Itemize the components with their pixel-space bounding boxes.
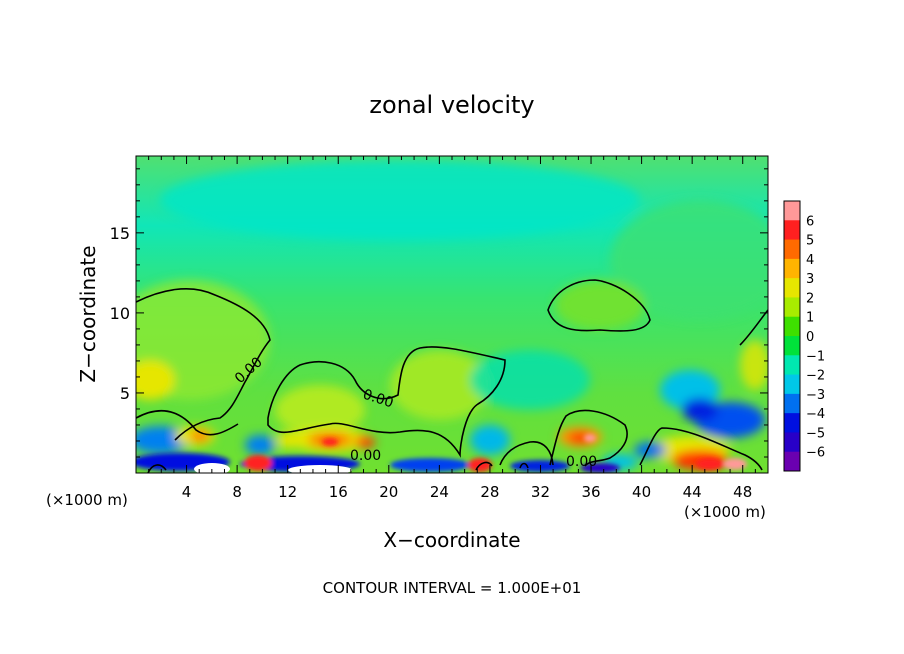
x-tick-label: 48	[733, 483, 752, 501]
colorbar-label: −2	[806, 369, 825, 384]
colorbar-swatch	[784, 374, 800, 395]
colorbar-swatch	[784, 451, 800, 472]
colorbar: 6 5 4 3 2 1 0 −1 −2 −3 −4 −5 −6	[783, 200, 825, 472]
colorbar-label: 2	[806, 291, 814, 306]
colorbar-label: −5	[806, 426, 825, 441]
colorbar-swatch	[784, 316, 800, 337]
colorbar-label: 0	[806, 330, 814, 345]
colorbar-label: −1	[806, 349, 825, 364]
colorbar-swatch	[784, 432, 800, 453]
colorbar-swatch	[784, 220, 800, 241]
x-axis: 4 8 12 16 20 24 28 32 36 40 44 48	[148, 156, 756, 501]
colorbar-frame	[783, 200, 801, 472]
colorbar-label: −6	[806, 446, 825, 461]
x-tick-label: 40	[632, 483, 651, 501]
colorbar-label: 6	[806, 214, 814, 229]
x-tick-label: 32	[531, 483, 550, 501]
x-tick-label: 28	[480, 483, 499, 501]
contour-label: 0.00	[566, 454, 597, 470]
velocity-field: 0.00 0.00 0.00 0.00	[136, 156, 768, 473]
contour-interval-note: CONTOUR INTERVAL = 1.000E+01	[323, 579, 582, 597]
x-tick-label: 8	[232, 483, 242, 501]
colorbar-swatch	[784, 201, 800, 221]
colorbar-swatch	[784, 278, 800, 298]
colorbar-label: 4	[806, 253, 814, 268]
colorbar-swatch	[784, 297, 800, 318]
y-tick-label: 15	[110, 224, 130, 243]
x-tick-label: 16	[329, 483, 348, 501]
x-tick-label: 44	[683, 483, 702, 501]
colorbar-label: 5	[806, 234, 814, 249]
colorbar-swatch	[784, 413, 800, 433]
colorbar-label: 3	[806, 272, 814, 287]
contour-label: 0.00	[350, 448, 381, 464]
x-tick-label: 24	[430, 483, 449, 501]
chart-title: zonal velocity	[369, 91, 534, 119]
x-tick-label: 4	[182, 483, 192, 501]
x-unit-left: (×1000 m)	[46, 491, 128, 509]
colorbar-swatch	[784, 393, 800, 414]
y-tick-label: 5	[120, 384, 130, 403]
y-tick-label: 10	[110, 304, 130, 323]
x-tick-label: 20	[379, 483, 398, 501]
x-tick-label: 12	[278, 483, 297, 501]
x-unit-right: (×1000 m)	[684, 503, 766, 521]
y-axis: 5 10 15	[110, 168, 768, 458]
colorbar-swatch	[784, 336, 800, 356]
y-axis-label: Z−coordinate	[76, 245, 100, 382]
colorbar-swatch	[784, 355, 800, 376]
colorbar-swatch	[784, 239, 800, 260]
colorbar-swatch	[784, 258, 800, 279]
x-axis-label: X−coordinate	[383, 528, 520, 552]
colorbar-label: −4	[806, 407, 825, 422]
colorbar-label: −3	[806, 388, 825, 403]
colorbar-label: 1	[806, 311, 814, 326]
x-tick-label: 36	[581, 483, 600, 501]
